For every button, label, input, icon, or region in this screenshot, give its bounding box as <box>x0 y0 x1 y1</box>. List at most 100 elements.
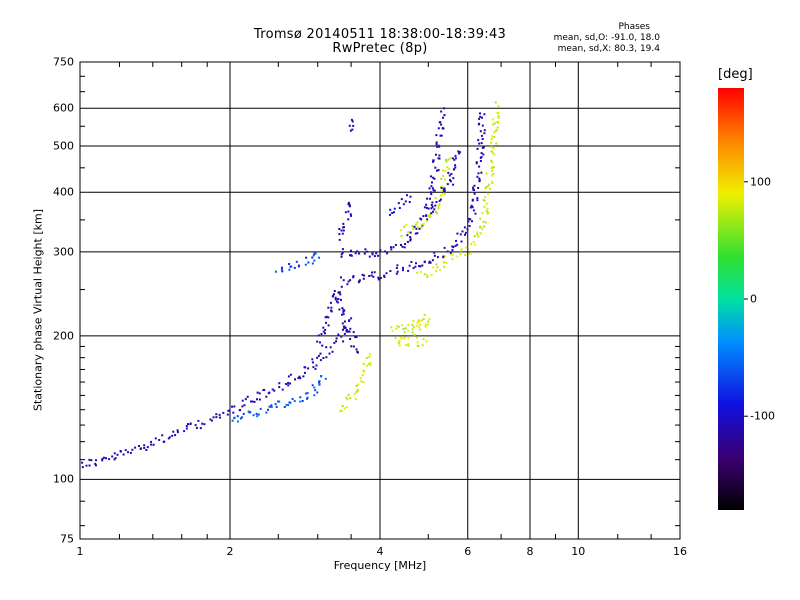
data-point <box>143 444 146 447</box>
data-point <box>289 373 292 376</box>
data-point <box>341 322 344 325</box>
data-point <box>473 192 476 195</box>
data-point <box>431 205 434 208</box>
data-point <box>357 281 360 284</box>
colorbar-tick-label: -100 <box>750 409 775 423</box>
data-point <box>406 240 409 243</box>
data-point <box>479 217 482 220</box>
data-point <box>90 459 93 462</box>
data-point <box>344 211 347 214</box>
data-point <box>311 358 314 361</box>
data-point <box>456 255 459 258</box>
data-point <box>356 390 359 392</box>
data-point <box>395 327 398 330</box>
data-point <box>203 423 206 426</box>
data-point <box>415 262 417 265</box>
data-point <box>355 336 358 338</box>
data-point <box>459 249 462 252</box>
data-point <box>344 320 346 323</box>
data-point <box>415 324 418 327</box>
data-point <box>325 321 327 324</box>
data-point <box>341 232 344 235</box>
data-point <box>431 187 434 190</box>
data-point <box>402 266 404 269</box>
data-point <box>396 325 399 328</box>
y-tick-label: 600 <box>53 101 74 115</box>
data-point <box>354 398 357 401</box>
data-point <box>340 229 343 232</box>
data-point <box>459 233 462 236</box>
data-point <box>490 137 493 140</box>
data-point <box>451 157 454 160</box>
data-point <box>384 250 387 253</box>
data-point <box>447 171 450 174</box>
data-point <box>265 411 268 414</box>
data-point <box>396 264 399 267</box>
data-point <box>375 252 378 255</box>
data-point <box>415 336 418 339</box>
data-point <box>330 301 332 304</box>
data-point <box>428 187 431 190</box>
data-point <box>419 271 422 273</box>
data-point <box>401 324 404 327</box>
data-point <box>444 192 446 195</box>
data-point <box>483 132 486 135</box>
data-point <box>415 223 417 226</box>
data-point <box>481 116 483 119</box>
data-point <box>345 329 348 331</box>
data-point <box>347 218 350 221</box>
data-point <box>485 172 488 175</box>
data-point <box>487 192 489 195</box>
data-point <box>338 291 341 294</box>
data-point <box>145 449 148 451</box>
data-point <box>468 252 471 255</box>
phase-stats-line-o: mean, sd,O: -91.0, 18.0 <box>553 33 660 43</box>
data-point <box>273 389 276 392</box>
data-point <box>340 409 343 412</box>
data-point <box>280 268 283 271</box>
data-point <box>437 169 440 172</box>
data-point <box>479 130 482 133</box>
data-point <box>314 252 317 255</box>
data-point <box>335 337 338 340</box>
data-point <box>435 210 437 213</box>
data-point <box>437 207 440 210</box>
data-point <box>189 422 192 425</box>
data-point <box>283 406 286 408</box>
data-point <box>449 252 452 255</box>
data-point <box>404 243 407 245</box>
data-point <box>495 129 498 131</box>
data-point <box>349 327 352 330</box>
data-point <box>233 405 236 408</box>
data-point <box>345 396 348 399</box>
data-point <box>430 185 433 188</box>
data-point <box>417 320 420 323</box>
data-point <box>370 274 373 277</box>
data-point <box>411 225 414 228</box>
data-point <box>389 208 392 211</box>
data-point <box>407 343 410 346</box>
data-point <box>355 384 358 387</box>
data-point <box>490 174 493 177</box>
data-point <box>464 254 467 256</box>
data-point <box>470 252 473 255</box>
data-point <box>404 336 407 339</box>
data-point <box>421 264 424 267</box>
data-point <box>134 446 137 449</box>
data-point <box>154 437 157 440</box>
data-point <box>114 457 117 460</box>
data-point <box>443 187 446 190</box>
data-point <box>482 199 485 201</box>
data-point <box>353 392 356 395</box>
data-point <box>479 225 482 228</box>
data-point <box>497 105 500 108</box>
data-point <box>327 324 330 327</box>
data-point <box>348 202 351 205</box>
data-point <box>348 330 351 333</box>
data-point <box>395 267 398 269</box>
data-point <box>391 329 394 332</box>
data-point <box>377 276 380 279</box>
data-point <box>416 232 419 235</box>
data-point <box>348 124 351 127</box>
